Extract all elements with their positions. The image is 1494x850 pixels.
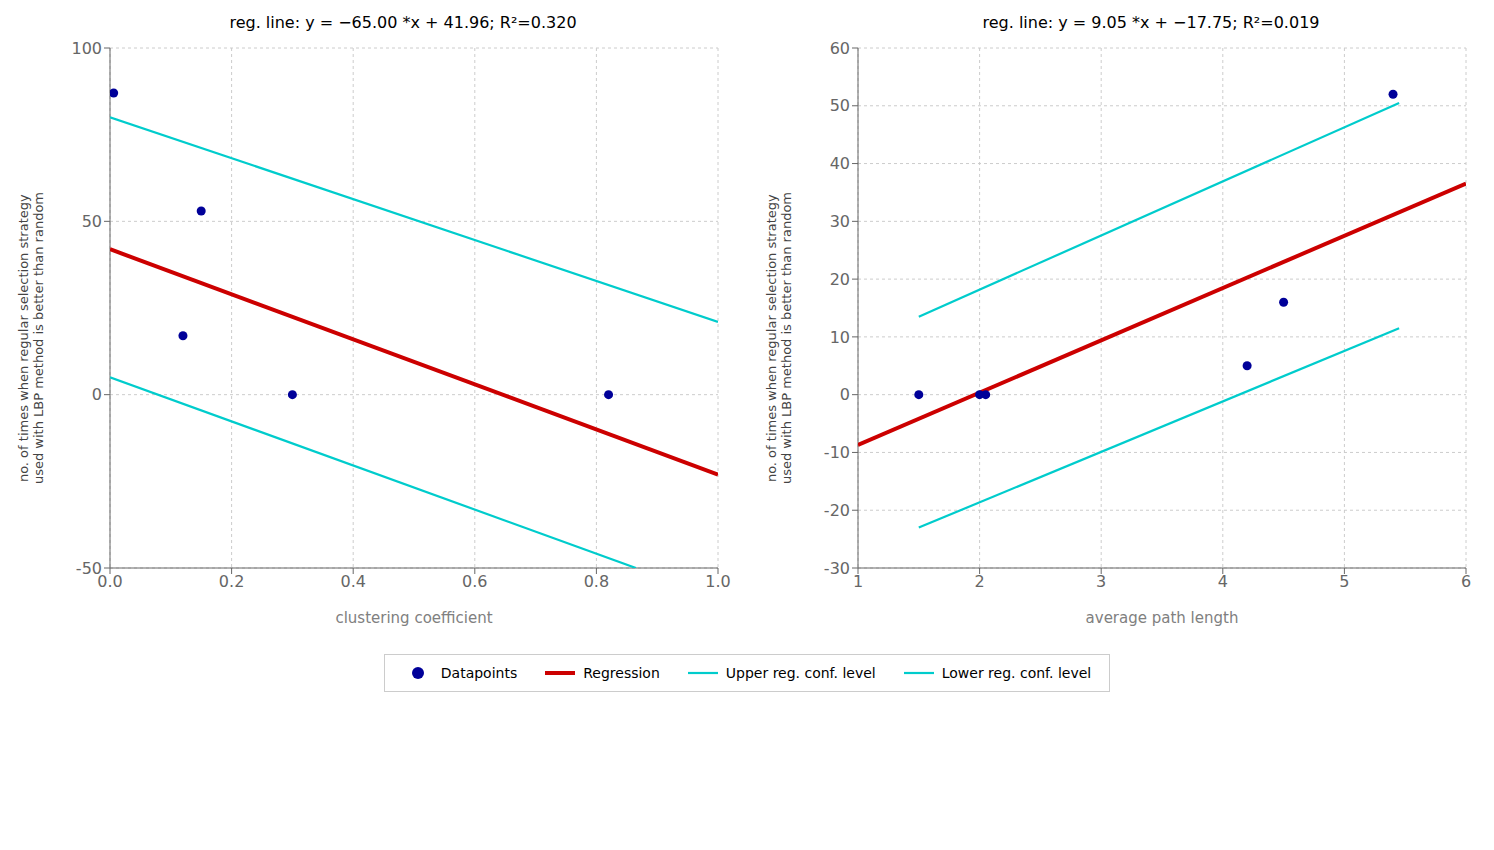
- svg-text:-50: -50: [76, 559, 102, 578]
- html-text:Lower reg. conf. level: Lower reg. conf. level: [941, 665, 1092, 681]
- html-text:reg. line: y = 9.05 *x + −17.7: reg. line: y = 9.05 *x + −17.75; R²=0.01…: [982, 13, 1320, 32]
- html-text:Upper reg. conf. level: Upper reg. conf. level: [725, 665, 876, 681]
- html-text:no. of times when regular sele: no. of times when regular selection stra…: [764, 191, 794, 484]
- svg-text:1.0: 1.0: [705, 572, 730, 591]
- svg-text:0.8: 0.8: [584, 572, 609, 591]
- svg-text:0.4: 0.4: [340, 572, 365, 591]
- svg-text:40: 40: [830, 154, 850, 173]
- svg-text:3: 3: [1096, 572, 1106, 591]
- svg-text:0.2: 0.2: [219, 572, 244, 591]
- html-text:Regression: Regression: [583, 665, 660, 681]
- svg-text:0.6: 0.6: [462, 572, 487, 591]
- svg-text:30: 30: [830, 212, 850, 231]
- svg-text:1: 1: [853, 572, 863, 591]
- svg-text:5: 5: [1339, 572, 1349, 591]
- svg-text:100: 100: [71, 39, 102, 58]
- svg-text:0: 0: [92, 385, 102, 404]
- svg-text:-10: -10: [824, 443, 850, 462]
- svg-text:60: 60: [830, 39, 850, 58]
- svg-text:average path length: average path length: [1086, 609, 1239, 627]
- svg-text:50: 50: [82, 212, 102, 231]
- svg-text:-20: -20: [824, 501, 850, 520]
- svg-text:6: 6: [1461, 572, 1471, 591]
- svg-text:0: 0: [840, 385, 850, 404]
- svg-text:0.0: 0.0: [97, 572, 123, 592]
- html-text:no. of times when regular sele: no. of times when regular selection stra…: [16, 191, 46, 484]
- svg-text:2: 2: [975, 572, 985, 591]
- svg-text:20: 20: [830, 270, 850, 289]
- html-text:Datapoints: Datapoints: [440, 665, 518, 681]
- svg-text:-30: -30: [824, 559, 850, 578]
- svg-text:clustering coefficient: clustering coefficient: [335, 609, 492, 627]
- html-text:reg. line: y = −65.00 *x + 41.: reg. line: y = −65.00 *x + 41.96; R²=0.3…: [229, 13, 577, 32]
- svg-text:4: 4: [1218, 572, 1228, 591]
- svg-text:10: 10: [830, 328, 850, 347]
- svg-text:50: 50: [830, 96, 850, 115]
